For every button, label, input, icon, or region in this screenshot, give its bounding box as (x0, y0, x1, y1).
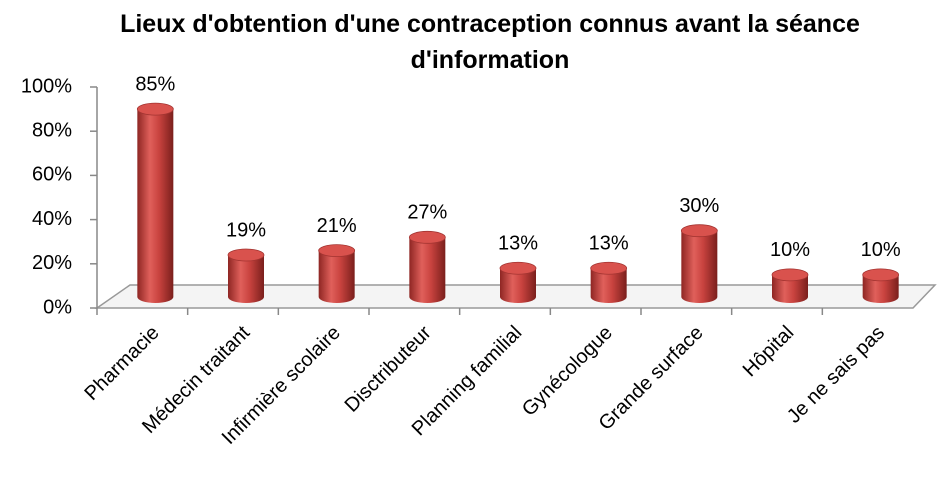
x-tick-label: Je ne sais pas (783, 322, 889, 428)
x-tick-label: Hôpital (739, 322, 799, 382)
x-tick-label: Pharmacie (80, 322, 163, 405)
y-tick-label: 0% (43, 296, 72, 318)
value-label: 19% (226, 219, 266, 241)
value-label: 21% (317, 215, 357, 237)
bar-top (499, 261, 537, 275)
value-label: 10% (770, 239, 810, 261)
bar-top (680, 224, 718, 238)
bar (318, 244, 355, 303)
y-tick-label: 80% (32, 119, 72, 141)
bar (681, 224, 718, 303)
y-tick-label: 100% (21, 75, 72, 97)
bar-top (408, 230, 446, 244)
bar (409, 231, 446, 303)
bar-top (227, 248, 265, 262)
y-tick-label: 60% (32, 164, 72, 186)
value-label: 27% (407, 202, 447, 224)
value-label: 30% (679, 195, 719, 217)
bar-top (590, 261, 628, 275)
value-label: 13% (589, 233, 629, 255)
bar-top (771, 268, 809, 282)
bar-top (318, 244, 356, 257)
bar-top (136, 102, 174, 116)
y-tick-label: 20% (32, 252, 72, 274)
value-label: 10% (861, 239, 901, 261)
bar-top (862, 268, 900, 282)
x-tick-label: Disctributeur (341, 321, 436, 416)
y-tick-label: 40% (32, 208, 72, 230)
x-tick-label: Gynécologue (518, 322, 617, 421)
value-label: 85% (135, 73, 175, 95)
value-label: 13% (498, 233, 538, 255)
bar (228, 249, 264, 303)
chart-title: Lieux d'obtention d'une contraception co… (120, 10, 860, 74)
bar (137, 103, 174, 303)
